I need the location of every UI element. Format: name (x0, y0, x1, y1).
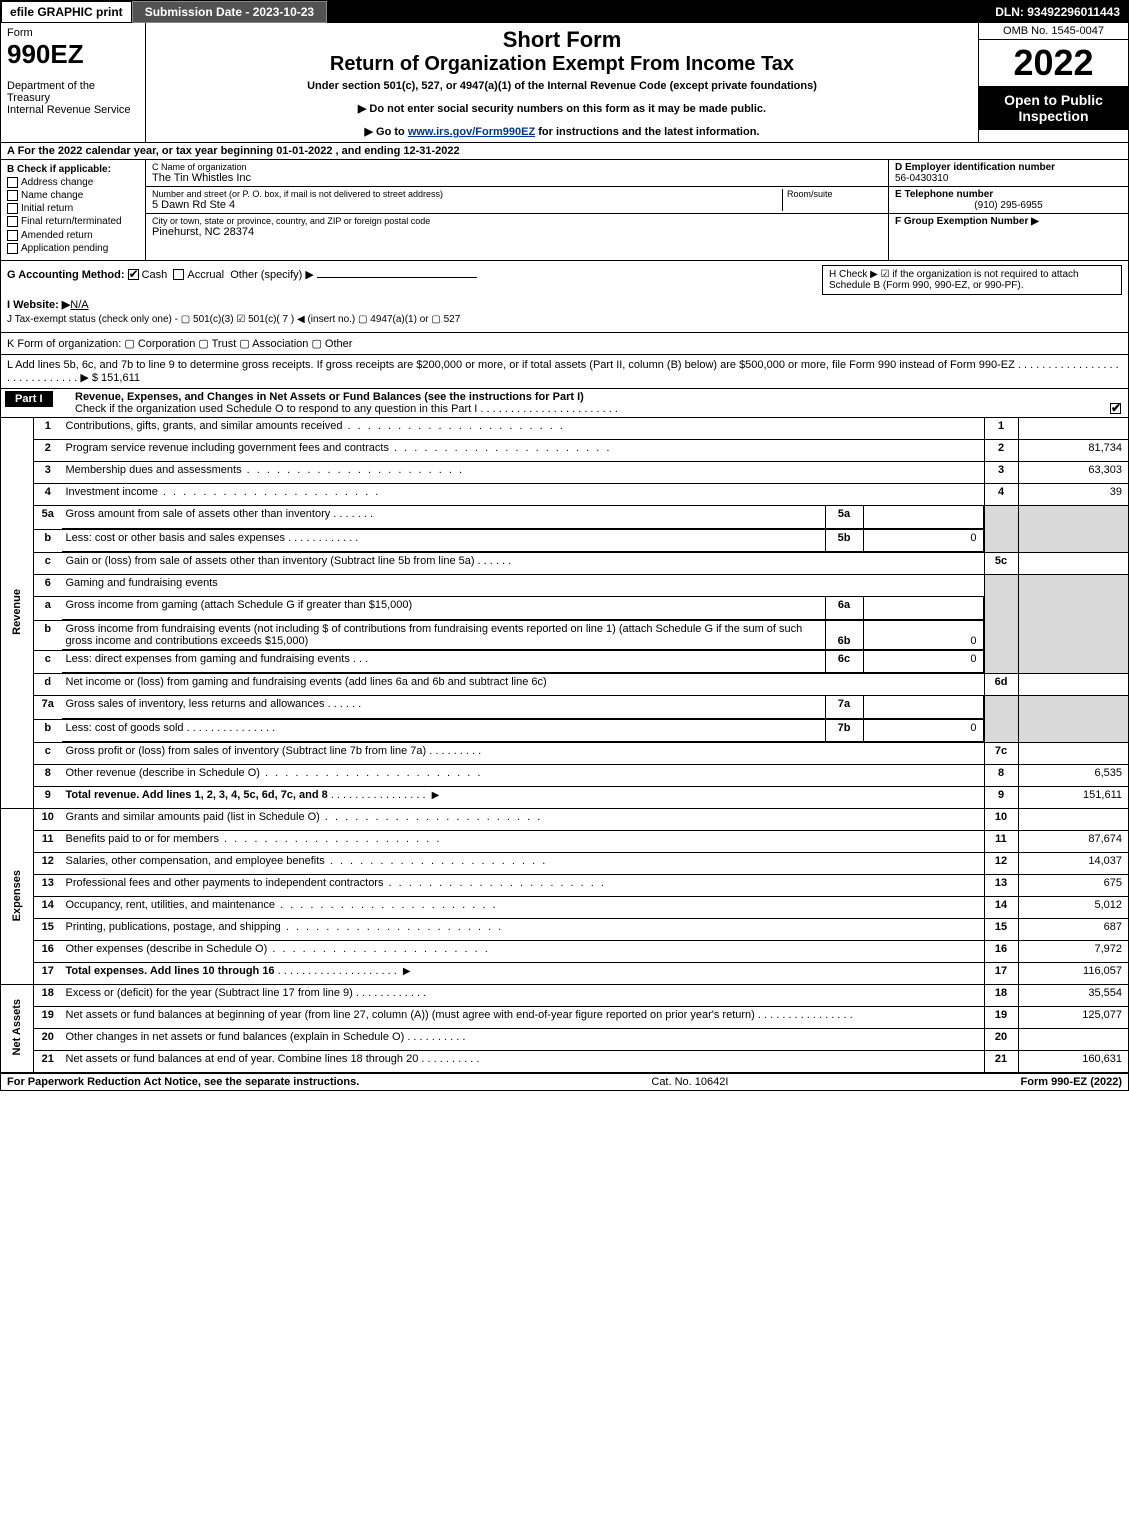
instruction-1: ▶ Do not enter social security numbers o… (152, 102, 972, 115)
checkbox-address-change[interactable] (7, 177, 18, 188)
department: Department of the Treasury Internal Reve… (7, 80, 139, 116)
ein: 56-0430310 (895, 173, 1122, 184)
form-of-org: K Form of organization: ▢ Corporation ▢ … (1, 333, 1128, 355)
short-form-title: Short Form (152, 27, 972, 53)
group-exemption: F Group Exemption Number ▶ (895, 216, 1122, 227)
omb-number: OMB No. 1545-0047 (979, 23, 1128, 40)
checkbox-initial-return[interactable] (7, 203, 18, 214)
under-section: Under section 501(c), 527, or 4947(a)(1)… (152, 80, 972, 92)
line-a: A For the 2022 calendar year, or tax yea… (1, 143, 1128, 160)
open-to-public: Open to Public Inspection (979, 86, 1128, 130)
org-name: The Tin Whistles Inc (152, 172, 882, 184)
section-b: B Check if applicable: Address change Na… (1, 160, 146, 260)
dln: DLN: 93492296011443 (987, 2, 1128, 22)
checkbox-schedule-o[interactable] (1110, 403, 1121, 414)
irs-link[interactable]: www.irs.gov/Form990EZ (408, 126, 535, 138)
line-l: L Add lines 5b, 6c, and 7b to line 9 to … (1, 355, 1128, 389)
section-h: H Check ▶ ☑ if the organization is not r… (822, 265, 1122, 295)
street-address: 5 Dawn Rd Ste 4 (152, 199, 782, 211)
checkbox-final-return[interactable] (7, 216, 18, 227)
checkbox-cash[interactable] (128, 269, 139, 280)
checkbox-amended[interactable] (7, 230, 18, 241)
top-bar: efile GRAPHIC print Submission Date - 20… (1, 1, 1128, 23)
telephone: (910) 295-6955 (895, 200, 1122, 211)
checkbox-application-pending[interactable] (7, 243, 18, 254)
part-i-header: Part I Revenue, Expenses, and Changes in… (1, 389, 1128, 418)
website: I Website: ▶N/A (7, 298, 1122, 311)
part-i-table: Revenue 1Contributions, gifts, grants, a… (1, 418, 1128, 1074)
tax-exempt-status: J Tax-exempt status (check only one) - ▢… (7, 314, 1122, 325)
form-header: Form 990EZ Department of the Treasury In… (1, 23, 1128, 143)
tax-year: 2022 (979, 40, 1128, 86)
form-number: 990EZ (7, 39, 139, 70)
form-label: Form (7, 27, 139, 39)
submission-date: Submission Date - 2023-10-23 (132, 1, 327, 23)
checkbox-name-change[interactable] (7, 190, 18, 201)
instruction-2: ▶ Go to www.irs.gov/Form990EZ for instru… (152, 125, 972, 138)
return-title: Return of Organization Exempt From Incom… (152, 53, 972, 76)
city-state-zip: Pinehurst, NC 28374 (152, 226, 882, 238)
footer: For Paperwork Reduction Act Notice, see … (1, 1073, 1128, 1090)
section-c: C Name of organization The Tin Whistles … (146, 160, 888, 260)
efile-print[interactable]: efile GRAPHIC print (1, 1, 132, 23)
checkbox-accrual[interactable] (173, 269, 184, 280)
